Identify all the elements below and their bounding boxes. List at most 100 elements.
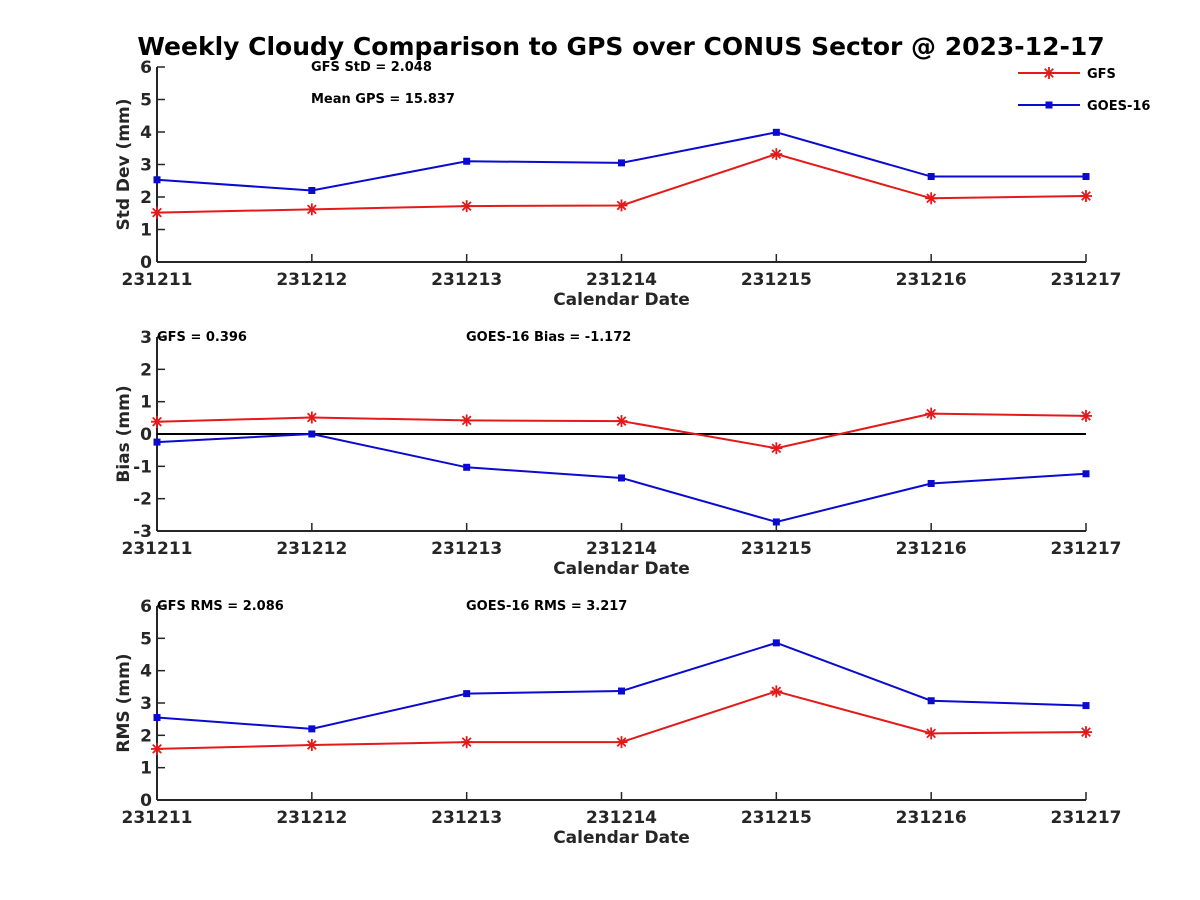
x-tick-label: 231214 xyxy=(586,270,657,290)
x-tick-label: 231213 xyxy=(431,539,502,559)
x-tick-label: 231216 xyxy=(896,539,967,559)
y-tick-label: 3 xyxy=(140,328,152,348)
x-tick-label: 231215 xyxy=(741,808,812,828)
series-gfs xyxy=(151,685,1092,755)
annotation: GOES-16 RMS = 3.217 xyxy=(466,599,627,614)
data-point-goes16 xyxy=(153,714,161,722)
data-point-goes16 xyxy=(927,697,935,705)
data-point-gfs xyxy=(770,442,783,455)
data-point-goes16 xyxy=(1082,470,1090,478)
data-point-gfs xyxy=(151,742,163,755)
data-point-gfs xyxy=(151,415,163,428)
y-tick-label: -2 xyxy=(133,490,152,510)
data-point-goes16 xyxy=(772,128,780,136)
data-point-gfs xyxy=(305,739,318,752)
data-point-gfs xyxy=(615,199,628,212)
y-tick-label: -1 xyxy=(133,457,152,477)
data-point-gfs xyxy=(1080,409,1092,422)
annotation: Mean GPS = 15.837 xyxy=(311,92,455,107)
data-point-gfs xyxy=(305,411,318,424)
data-point-goes16 xyxy=(618,159,625,167)
data-point-gfs xyxy=(460,736,473,749)
legend-marker-gfs xyxy=(1043,67,1055,79)
panel-rms: 0 1 2 3 4 5 6 231211 231212 231213 231214 231215 231… xyxy=(114,597,1121,848)
x-tick-label: 231215 xyxy=(741,270,812,290)
y-tick-label: 2 xyxy=(140,360,152,380)
panel-bias: -3 -2 -1 0 1 2 3 231211 231212 231213 231214 231215… xyxy=(114,328,1121,579)
annotation: GOES-16 Bias = -1.172 xyxy=(466,330,631,345)
data-point-gfs xyxy=(615,736,628,749)
y-axis-label: Bias (mm) xyxy=(114,385,134,482)
y-tick-label: 2 xyxy=(140,726,152,746)
x-tick-label: 231213 xyxy=(431,270,502,290)
x-tick-label: 231212 xyxy=(276,539,347,559)
y-tick-label: 6 xyxy=(140,597,152,617)
data-point-goes16 xyxy=(927,479,935,487)
x-axis-label: Calendar Date xyxy=(553,290,690,310)
x-tick-label: 231217 xyxy=(1051,539,1122,559)
x-tick-label: 231211 xyxy=(122,270,193,290)
data-point-goes16 xyxy=(308,187,316,194)
data-point-goes16 xyxy=(618,474,625,482)
series-gfs xyxy=(151,148,1092,219)
series-line-goes16 xyxy=(156,641,1087,730)
series-goes16 xyxy=(153,128,1090,194)
data-point-gfs xyxy=(770,685,783,698)
y-tick-label: 0 xyxy=(140,425,152,445)
data-point-goes16 xyxy=(927,173,935,181)
y-tick-label: 5 xyxy=(140,91,152,111)
data-point-gfs xyxy=(305,203,318,216)
y-tick-label: 5 xyxy=(140,629,152,649)
legend-marker-goes16 xyxy=(1045,101,1053,109)
legend-label-goes16: GOES-16 xyxy=(1087,99,1150,114)
y-tick-label: 4 xyxy=(140,662,152,682)
data-point-goes16 xyxy=(463,690,471,698)
annotation: GFS StD = 2.048 xyxy=(311,60,432,75)
data-point-gfs xyxy=(1080,190,1092,203)
legend: GFS GOES-16 xyxy=(1018,67,1150,114)
data-point-goes16 xyxy=(1082,173,1090,181)
x-tick-label: 231216 xyxy=(896,808,967,828)
legend-label-gfs: GFS xyxy=(1087,67,1116,82)
data-point-goes16 xyxy=(1082,702,1090,710)
y-tick-label: 6 xyxy=(140,58,152,78)
annotation: GFS = 0.396 xyxy=(157,330,247,345)
y-tick-label: 1 xyxy=(140,393,152,413)
data-point-gfs xyxy=(460,200,473,213)
x-axis-label: Calendar Date xyxy=(553,559,690,579)
data-point-goes16 xyxy=(308,725,316,733)
y-axis-label: Std Dev (mm) xyxy=(114,98,134,230)
y-tick-label: 3 xyxy=(140,156,152,176)
y-tick-label: 3 xyxy=(140,694,152,714)
y-tick-label: 1 xyxy=(140,759,152,779)
data-point-goes16 xyxy=(772,518,780,526)
series-goes16 xyxy=(153,430,1090,526)
panel-std: 0 1 2 3 4 5 6 231211 231212 231213 231214 231215 231… xyxy=(114,58,1121,310)
data-point-goes16 xyxy=(463,463,471,471)
data-point-gfs xyxy=(925,192,938,205)
y-tick-label: -3 xyxy=(133,522,152,542)
series-goes16 xyxy=(153,639,1090,733)
data-point-gfs xyxy=(925,407,938,420)
x-tick-label: 231212 xyxy=(276,270,347,290)
data-point-gfs xyxy=(925,727,938,740)
x-tick-label: 231215 xyxy=(741,539,812,559)
data-point-goes16 xyxy=(618,687,625,695)
data-point-goes16 xyxy=(463,157,471,165)
y-axis-label: RMS (mm) xyxy=(114,653,134,752)
y-tick-label: 1 xyxy=(140,221,152,241)
x-tick-label: 231213 xyxy=(431,808,502,828)
data-point-goes16 xyxy=(772,639,780,647)
x-tick-label: 231211 xyxy=(122,539,193,559)
data-point-goes16 xyxy=(308,430,316,438)
series-gfs xyxy=(151,407,1092,455)
annotation: GFS RMS = 2.086 xyxy=(157,599,284,614)
legend-marker-gfs-shape xyxy=(1043,67,1055,79)
x-tick-label: 231214 xyxy=(586,808,657,828)
data-point-gfs xyxy=(1080,726,1092,739)
x-tick-label: 231212 xyxy=(276,808,347,828)
data-point-gfs xyxy=(151,206,163,219)
data-point-gfs xyxy=(615,415,628,428)
y-tick-label: 2 xyxy=(140,188,152,208)
